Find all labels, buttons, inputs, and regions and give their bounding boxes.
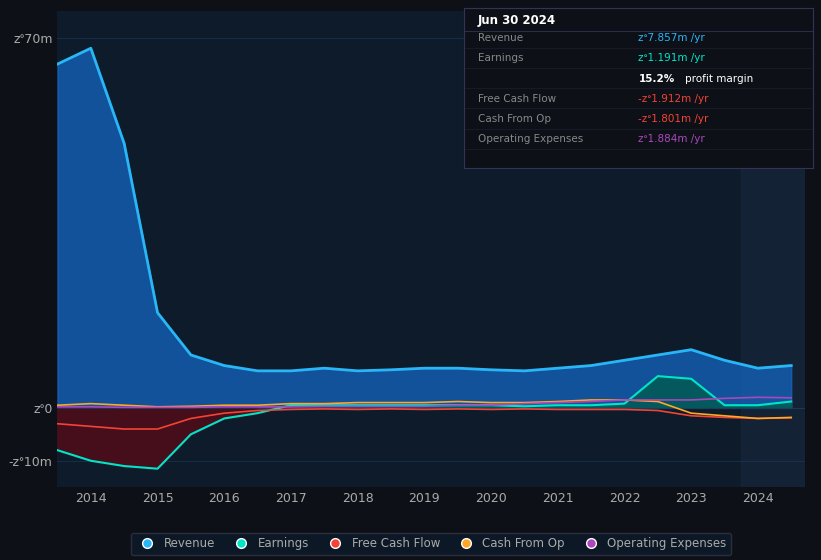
Text: Operating Expenses: Operating Expenses <box>478 134 583 144</box>
Text: Revenue: Revenue <box>478 33 523 43</box>
Text: zᐤ7.857m /yr: zᐤ7.857m /yr <box>639 33 705 43</box>
Text: 15.2%: 15.2% <box>639 73 675 83</box>
Text: Earnings: Earnings <box>478 53 523 63</box>
Text: Cash From Op: Cash From Op <box>478 114 551 124</box>
Legend: Revenue, Earnings, Free Cash Flow, Cash From Op, Operating Expenses: Revenue, Earnings, Free Cash Flow, Cash … <box>131 533 732 555</box>
Text: -zᐤ1.801m /yr: -zᐤ1.801m /yr <box>639 114 709 124</box>
Text: profit margin: profit margin <box>686 73 754 83</box>
Bar <box>741 11 811 487</box>
Text: Free Cash Flow: Free Cash Flow <box>478 94 556 104</box>
Text: zᐤ1.191m /yr: zᐤ1.191m /yr <box>639 53 705 63</box>
Text: -zᐤ1.912m /yr: -zᐤ1.912m /yr <box>639 94 709 104</box>
Text: Jun 30 2024: Jun 30 2024 <box>478 13 556 27</box>
Text: zᐤ1.884m /yr: zᐤ1.884m /yr <box>639 134 705 144</box>
